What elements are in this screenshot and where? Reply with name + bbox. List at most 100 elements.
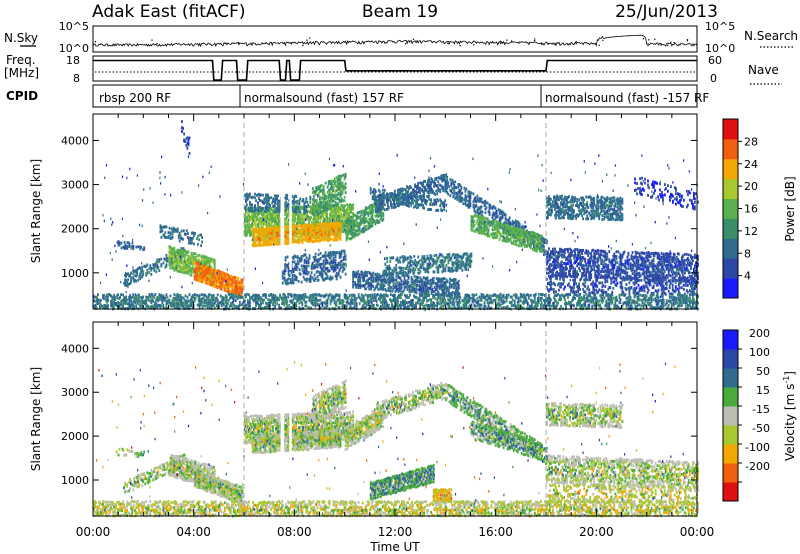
data-cell [358,275,361,279]
data-cell [255,239,258,242]
data-cell [397,188,399,192]
data-cell [321,206,324,210]
data-cell [375,279,378,283]
data-cell [322,208,325,212]
data-cell [303,258,306,262]
nsearch-point [648,39,650,41]
data-cell [346,214,349,217]
data-cell [332,269,335,273]
data-cell [379,285,382,289]
data-cell [339,255,342,259]
data-cell [298,224,301,228]
data-cell [284,196,287,200]
nsearch-point [506,39,508,41]
data-cell [294,219,296,223]
data-cell [509,223,512,227]
data-cell [378,201,381,205]
data-cell [390,204,392,208]
data-cell [311,211,314,215]
data-cell [336,263,339,267]
data-cell [269,217,271,221]
data-cell [480,197,483,201]
data-cell [376,201,379,205]
data-cell [522,227,525,231]
data-cell [247,223,249,227]
data-cell [196,259,199,263]
data-cell [296,238,299,242]
data-cell [455,195,458,199]
data-cell [404,188,406,191]
data-cell [207,271,210,275]
data-cell [206,278,209,282]
data-cell [321,233,324,237]
data-cell [437,176,440,180]
data-cell [329,227,332,231]
data-cell [163,225,166,229]
data-cell [493,225,496,229]
data-cell [210,260,213,263]
data-cell [407,280,410,284]
data-cell [336,208,339,212]
data-cell [456,195,459,199]
data-cell [376,272,379,276]
data-cell [317,214,319,218]
data-cell [252,223,254,227]
data-cell [335,194,338,198]
data-cell [406,200,408,204]
data-cell [126,244,129,248]
data-cell [333,182,336,185]
data-cell [262,222,264,225]
data-cell [208,276,211,280]
data-cell [199,233,202,237]
data-cell [302,223,305,227]
data-cell [526,239,529,242]
data-cell [362,216,365,220]
data-cell [470,228,473,232]
data-cell [208,282,211,286]
data-cell [474,196,477,200]
data-cell [407,202,409,205]
data-cell [286,204,289,208]
data-cell [300,257,303,261]
data-cell [368,221,371,225]
data-cell [521,233,524,237]
data-cell [396,197,398,200]
data-cell [436,197,439,201]
data-cell [196,268,199,272]
data-cell [287,225,290,228]
data-cell [458,191,461,195]
data-cell [465,195,468,199]
data-cell [517,236,520,240]
data-cell [254,230,257,234]
data-cell [204,276,207,279]
data-cell [152,266,155,270]
data-cell [493,220,496,223]
data-cell [379,199,382,203]
data-cell [193,258,196,262]
data-cell [306,224,309,228]
data-cell [319,221,322,224]
data-cell [204,274,207,277]
data-cell [159,230,162,234]
data-cell [241,287,244,291]
data-cell [239,288,242,291]
data-cell [324,200,327,204]
data-cell [394,189,396,193]
data-cell [178,264,181,268]
data-cell [324,181,327,185]
data-cell [398,197,400,201]
data-cell [141,268,144,272]
data-cell [367,227,370,230]
data-cell [327,198,330,201]
data-cell [496,232,499,236]
data-cell [183,132,186,136]
data-cell [190,273,193,277]
data-cell [320,275,323,279]
data-cell [302,199,305,203]
data-cell [496,223,499,227]
data-cell [126,284,129,287]
data-cell [305,227,308,231]
data-cell [348,222,351,226]
data-cell [261,233,264,237]
data-cell [295,268,298,272]
